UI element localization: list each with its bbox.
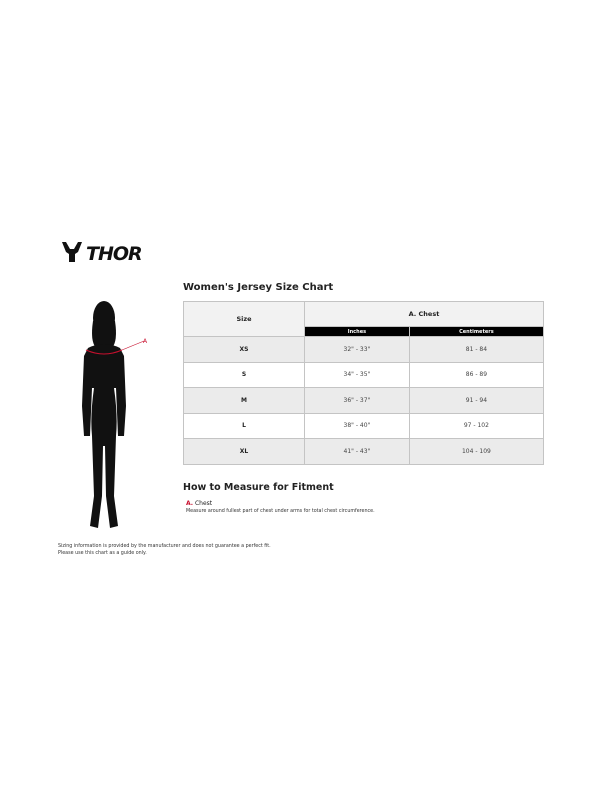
disclaimer: Sizing information is provided by the ma… [58, 543, 271, 557]
inches-cell: 32" - 33" [304, 336, 410, 363]
inches-cell: 36" - 37" [304, 387, 410, 414]
figure-marker-a: A [143, 338, 148, 345]
table-row: XS 32" - 33" 81 - 84 [183, 336, 545, 363]
centimeters-header: Centimeters [408, 326, 545, 337]
table-row: L 38" - 40" 97 - 102 [183, 412, 545, 439]
inches-header: Inches [304, 326, 410, 337]
table-row: XL 41" - 43" 104 - 109 [183, 438, 545, 465]
disclaimer-line: Sizing information is provided by the ma… [58, 544, 271, 549]
thor-logo: THOR [62, 242, 143, 264]
cm-cell: 91 - 94 [408, 387, 545, 414]
cm-cell: 104 - 109 [408, 438, 545, 465]
inches-cell: 34" - 35" [304, 361, 410, 388]
chest-header: A. Chest [304, 301, 544, 327]
table-row: M 36" - 37" 91 - 94 [183, 387, 545, 414]
cm-cell: 86 - 89 [408, 361, 545, 388]
chest-measure-label: A. Chest [186, 500, 212, 507]
inches-cell: 41" - 43" [304, 438, 410, 465]
table-row: S 34" - 35" 86 - 89 [183, 361, 545, 388]
page-title: Women's Jersey Size Chart [183, 282, 334, 293]
size-header: Size [183, 301, 305, 337]
size-cell: XL [183, 438, 305, 465]
disclaimer-line: Please use this chart as a guide only. [58, 551, 147, 556]
size-cell: L [183, 412, 305, 439]
size-cell: XS [183, 336, 305, 363]
female-silhouette-figure: A [82, 301, 148, 528]
size-cell: M [183, 387, 305, 414]
measure-label: Chest [194, 500, 213, 507]
svg-text:THOR: THOR [86, 243, 142, 264]
cm-cell: 97 - 102 [408, 412, 545, 439]
measure-letter: A. [186, 500, 194, 507]
size-chart-table: Size A. Chest Inches Centimeters XS 32" … [183, 301, 545, 465]
cm-cell: 81 - 84 [408, 336, 545, 363]
inches-cell: 38" - 40" [304, 412, 410, 439]
chest-measure-description: Measure around fullest part of chest und… [186, 509, 375, 514]
size-cell: S [183, 361, 305, 388]
howto-title: How to Measure for Fitment [183, 482, 334, 493]
